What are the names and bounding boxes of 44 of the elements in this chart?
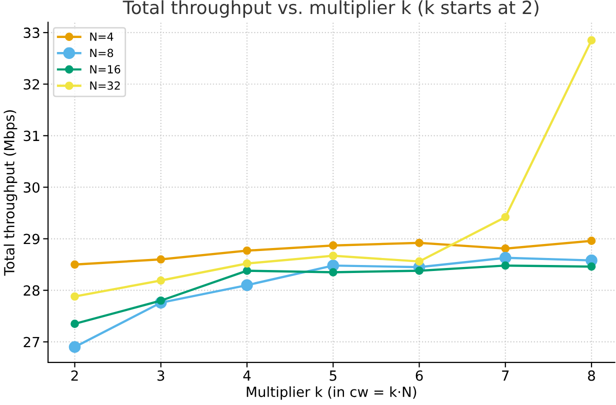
point [415, 257, 424, 266]
point [587, 262, 596, 271]
x-tick-label: 2 [71, 370, 78, 381]
y-tick-label: 30 [24, 182, 40, 193]
point [328, 252, 338, 260]
point [68, 341, 81, 353]
y-tick-label: 28 [24, 285, 40, 296]
x-tick-label: 8 [588, 370, 595, 381]
point [587, 236, 596, 245]
y-axis-title: Total throughput (Mbps) [4, 110, 18, 276]
point [156, 276, 166, 285]
point [242, 259, 252, 268]
point [242, 266, 252, 275]
point [156, 255, 166, 264]
point [328, 241, 338, 250]
x-tick-label: 6 [416, 370, 423, 381]
point [415, 266, 424, 275]
y-tick-label: 29 [24, 234, 40, 244]
point [501, 244, 510, 253]
legend-label: N=16 [90, 65, 120, 74]
chart-title: Total throughput vs. multiplier k (k starts at 2) [122, 0, 538, 18]
x-tick-label: 4 [243, 370, 251, 381]
legend-label: N=4 [90, 32, 114, 41]
y-tick-label: 33 [24, 28, 40, 38]
point [242, 246, 252, 255]
y-tick-label: 31 [24, 130, 40, 142]
point [241, 279, 253, 292]
point [70, 292, 79, 301]
point [70, 320, 79, 328]
x-tick-label: 7 [502, 370, 509, 381]
point [501, 261, 510, 270]
legend-label: N=8 [90, 48, 114, 58]
x-tick-label: 3 [158, 370, 164, 381]
point [587, 36, 596, 44]
point [501, 212, 510, 222]
y-tick-label: 27 [24, 336, 40, 348]
legend-label: N=32 [90, 81, 120, 90]
x-axis-title: Multiplier k (in cw = k·N) [246, 386, 416, 400]
x-tick-label: 5 [330, 370, 336, 381]
point [70, 260, 79, 269]
point [328, 268, 338, 276]
point [499, 252, 512, 264]
point [415, 238, 424, 248]
y-tick-label: 32 [24, 79, 40, 90]
